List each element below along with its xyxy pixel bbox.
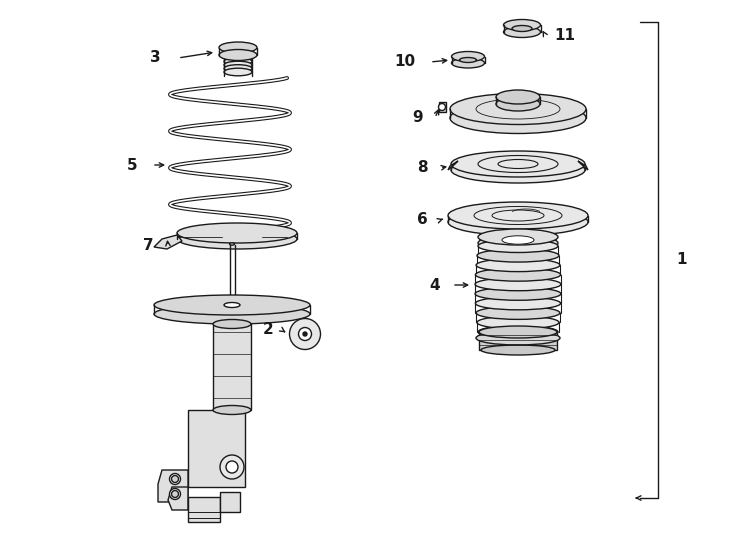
Ellipse shape	[448, 208, 588, 235]
Ellipse shape	[448, 202, 588, 229]
Ellipse shape	[451, 151, 585, 177]
Ellipse shape	[224, 58, 252, 65]
Ellipse shape	[224, 65, 252, 72]
Text: 9: 9	[413, 111, 424, 125]
Ellipse shape	[504, 19, 540, 30]
Ellipse shape	[224, 54, 252, 62]
Text: 6: 6	[417, 213, 427, 227]
Polygon shape	[220, 492, 240, 512]
Ellipse shape	[475, 278, 561, 291]
Ellipse shape	[478, 326, 558, 339]
Ellipse shape	[154, 304, 310, 324]
Ellipse shape	[476, 268, 561, 281]
Text: 8: 8	[417, 160, 427, 176]
Ellipse shape	[213, 320, 251, 328]
Polygon shape	[154, 235, 182, 249]
Ellipse shape	[512, 25, 532, 31]
Ellipse shape	[213, 406, 251, 415]
Text: 2: 2	[263, 322, 273, 338]
Ellipse shape	[504, 26, 540, 37]
Ellipse shape	[451, 157, 585, 183]
Ellipse shape	[224, 68, 252, 76]
Polygon shape	[158, 470, 188, 502]
Ellipse shape	[219, 42, 257, 53]
Ellipse shape	[224, 61, 252, 69]
Ellipse shape	[438, 104, 446, 111]
Polygon shape	[188, 497, 220, 522]
Ellipse shape	[450, 103, 586, 133]
Text: 11: 11	[554, 28, 575, 43]
Ellipse shape	[224, 302, 240, 307]
Ellipse shape	[154, 295, 310, 315]
Ellipse shape	[477, 249, 559, 262]
Ellipse shape	[476, 297, 561, 310]
Text: 3: 3	[150, 51, 160, 65]
Polygon shape	[188, 410, 245, 487]
Ellipse shape	[170, 474, 181, 484]
Ellipse shape	[220, 455, 244, 479]
Ellipse shape	[230, 243, 234, 245]
Ellipse shape	[478, 235, 558, 251]
Polygon shape	[439, 102, 446, 112]
Ellipse shape	[451, 58, 484, 68]
Ellipse shape	[477, 316, 559, 329]
Text: 1: 1	[677, 253, 687, 267]
Ellipse shape	[475, 287, 561, 300]
Text: 10: 10	[394, 55, 415, 70]
Ellipse shape	[502, 236, 534, 244]
Polygon shape	[448, 161, 458, 170]
Ellipse shape	[177, 229, 297, 249]
Ellipse shape	[478, 229, 558, 245]
Ellipse shape	[219, 50, 257, 60]
Polygon shape	[578, 161, 588, 170]
Ellipse shape	[177, 223, 297, 243]
Text: 5: 5	[127, 158, 137, 172]
Ellipse shape	[481, 345, 555, 355]
Ellipse shape	[450, 93, 586, 125]
Ellipse shape	[459, 57, 476, 63]
Ellipse shape	[476, 331, 560, 345]
Text: 7: 7	[142, 239, 153, 253]
Ellipse shape	[451, 51, 484, 62]
Ellipse shape	[299, 327, 311, 341]
Ellipse shape	[172, 476, 178, 483]
Ellipse shape	[476, 306, 560, 319]
Ellipse shape	[172, 490, 178, 497]
Ellipse shape	[496, 97, 540, 111]
Bar	[213, 324, 251, 410]
Text: 4: 4	[429, 278, 440, 293]
Ellipse shape	[226, 461, 238, 473]
Bar	[479, 332, 557, 350]
Ellipse shape	[478, 240, 558, 253]
Ellipse shape	[289, 319, 321, 349]
Polygon shape	[168, 487, 188, 510]
Ellipse shape	[496, 90, 540, 104]
Ellipse shape	[303, 332, 307, 336]
Ellipse shape	[170, 489, 181, 500]
Ellipse shape	[476, 259, 560, 272]
Ellipse shape	[479, 326, 557, 338]
